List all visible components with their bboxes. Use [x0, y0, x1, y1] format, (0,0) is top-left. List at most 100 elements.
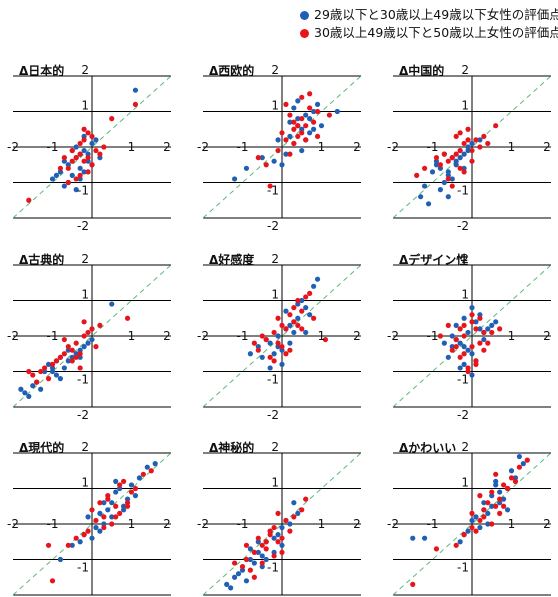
- data-point-series-2: [267, 183, 273, 189]
- data-point-series-2: [322, 336, 329, 343]
- y-tick-label: -1: [267, 184, 279, 198]
- data-point-series-2: [132, 101, 139, 107]
- data-point-series-1: [105, 507, 111, 513]
- data-point-series-2: [473, 361, 479, 367]
- chart-title: Δデザイン性: [399, 252, 468, 267]
- y-tick-label: -2: [77, 408, 89, 422]
- data-point-series-2: [259, 542, 265, 548]
- data-point-series-2: [299, 130, 305, 136]
- data-point-series-2: [26, 197, 32, 203]
- data-point-series-2: [124, 503, 131, 509]
- data-point-series-2: [232, 560, 238, 566]
- x-tick-label: 1: [128, 140, 136, 154]
- data-point-series-2: [477, 340, 483, 346]
- data-point-series-1: [49, 176, 56, 182]
- data-point-series-2: [42, 365, 48, 371]
- data-point-series-2: [433, 546, 440, 552]
- data-point-series-1: [469, 517, 475, 524]
- data-point-series-2: [97, 151, 103, 157]
- data-point-series-2: [453, 133, 459, 139]
- data-point-series-1: [489, 322, 495, 328]
- data-point-series-2: [279, 535, 285, 541]
- data-point-series-1: [504, 507, 511, 513]
- data-point-series-2: [437, 162, 443, 168]
- data-point-series-2: [85, 528, 91, 534]
- x-tick-label: 1: [128, 517, 136, 531]
- y-tick-label: 1: [81, 476, 89, 490]
- data-point-series-2: [477, 144, 483, 150]
- data-point-series-1: [267, 365, 273, 371]
- data-point-series-2: [299, 326, 305, 332]
- x-tick-label: 2: [543, 329, 551, 343]
- data-point-series-2: [271, 358, 277, 364]
- data-point-series-1: [422, 535, 428, 541]
- data-point-series-1: [18, 386, 24, 392]
- data-point-series-2: [493, 471, 499, 477]
- data-point-series-1: [473, 319, 479, 325]
- x-tick-label: -2: [197, 517, 209, 531]
- data-point-series-1: [429, 169, 436, 175]
- x-tick-label: 1: [128, 329, 136, 343]
- data-point-series-2: [275, 315, 281, 321]
- data-point-series-2: [255, 535, 261, 541]
- data-point-series-2: [287, 528, 293, 534]
- legend-label-series-1: 29歳以下と30歳以上49歳以下女性の評価点: [314, 7, 558, 22]
- data-point-series-1: [445, 354, 451, 360]
- data-point-series-1: [77, 539, 83, 545]
- data-point-series-2: [449, 155, 455, 161]
- data-point-series-1: [295, 315, 301, 321]
- y-tick-label: -1: [77, 373, 89, 387]
- data-point-series-2: [501, 482, 507, 488]
- data-point-series-1: [422, 183, 428, 189]
- data-point-series-1: [247, 351, 253, 357]
- data-point-series-2: [283, 517, 289, 524]
- data-point-series-1: [291, 329, 297, 336]
- x-tick-label: -1: [237, 140, 249, 154]
- scatter-chart-2: -2 -1 1 2 2 1 -1 -2 Δ西欧的: [197, 63, 362, 233]
- data-point-series-1: [425, 201, 432, 207]
- data-point-series-1: [287, 133, 293, 139]
- data-point-series-2: [291, 305, 297, 311]
- data-point-series-2: [247, 567, 253, 573]
- data-point-series-2: [73, 340, 79, 346]
- data-point-series-2: [469, 524, 475, 531]
- data-point-series-2: [81, 126, 87, 132]
- data-point-series-1: [65, 358, 71, 364]
- x-tick-label: 2: [543, 140, 551, 154]
- data-point-series-1: [132, 87, 139, 93]
- data-point-series-2: [275, 539, 281, 545]
- data-point-series-2: [469, 312, 475, 318]
- data-point-series-1: [461, 344, 467, 350]
- data-point-series-2: [77, 140, 83, 147]
- data-point-series-2: [465, 126, 471, 132]
- chart-title: Δ現代的: [19, 440, 64, 455]
- data-point-series-2: [73, 354, 79, 360]
- data-point-series-1: [73, 144, 79, 150]
- data-point-series-2: [303, 137, 309, 143]
- data-point-series-2: [148, 468, 154, 474]
- data-point-series-1: [279, 361, 285, 367]
- y-tick-label: -1: [457, 561, 469, 575]
- data-point-series-2: [251, 549, 257, 556]
- y-tick-label: -2: [457, 219, 469, 233]
- y-tick-label: -2: [267, 408, 279, 422]
- data-point-series-2: [445, 158, 451, 164]
- y-tick-label: -1: [267, 561, 279, 575]
- data-point-series-1: [259, 553, 265, 559]
- data-point-series-1: [271, 535, 277, 541]
- data-point-series-2: [279, 549, 285, 556]
- data-point-series-2: [57, 354, 64, 360]
- data-point-series-2: [461, 532, 467, 538]
- data-point-series-1: [295, 98, 301, 104]
- data-point-series-2: [314, 108, 321, 115]
- data-point-series-1: [251, 560, 257, 566]
- data-point-series-1: [93, 524, 99, 531]
- data-point-series-1: [295, 510, 301, 516]
- data-point-series-1: [303, 305, 309, 311]
- scatter-chart-1: -2 -1 1 2 2 1 -1 -2 Δ日本的: [7, 63, 172, 233]
- data-point-series-2: [469, 158, 475, 164]
- data-point-series-1: [136, 475, 142, 481]
- data-point-series-2: [263, 336, 269, 343]
- data-point-series-2: [453, 336, 459, 343]
